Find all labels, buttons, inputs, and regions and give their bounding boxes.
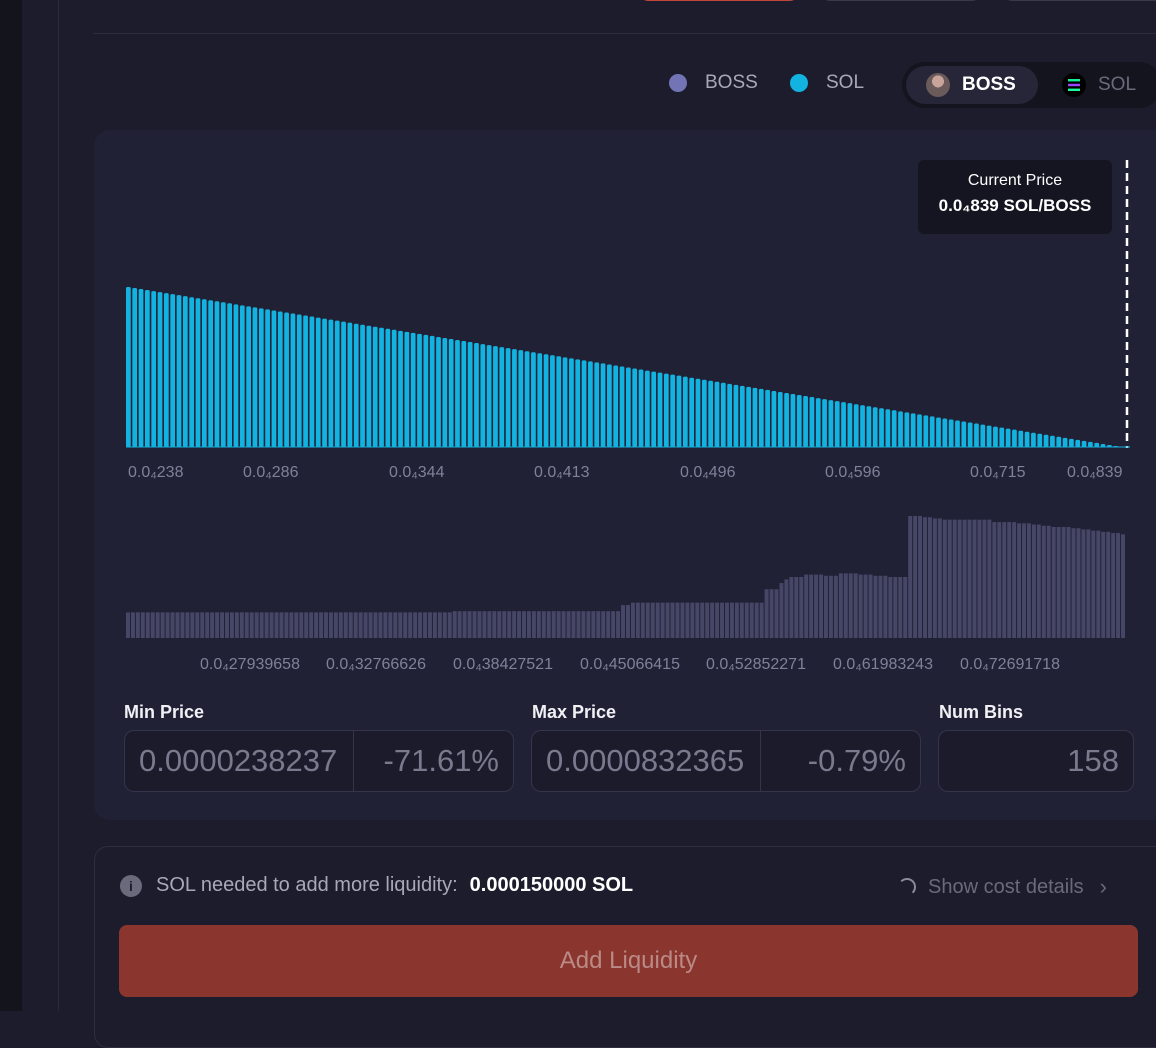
current-price-label: Current Price [967,172,1063,189]
price-tick-label: 0.0₄344 [389,464,445,481]
price-tick-label: 0.0₄286 [243,464,299,481]
show-cost-details-label: Show cost details [928,875,1084,898]
top-button-group [640,0,1156,1]
sol-legend-dot [790,74,808,92]
current-price-value: 0.0₄839 SOL/BOSS [938,196,1092,215]
solana-icon [1062,73,1086,97]
toggle-sol[interactable]: SOL [1060,66,1136,104]
price-tick-label: 0.0₄596 [825,464,881,481]
section-divider [93,33,1156,34]
toggle-sol-label: SOL [1098,74,1137,95]
legend-boss-label: BOSS [705,72,758,93]
min-price-label: Min Price [124,702,205,722]
chart-panel [94,130,1156,820]
bin-tick-label: 0.0₄72691718 [960,656,1060,673]
top-button-2[interactable] [822,0,980,1]
chevron-right-icon: › [1099,874,1107,899]
boss-legend-dot [669,74,687,92]
price-tick-label: 0.0₄839 [1067,464,1123,481]
legend-boss: BOSS [669,72,758,94]
num-bins-label: Num Bins [939,702,1024,722]
add-liquidity-button[interactable]: Add Liquidity [119,925,1138,997]
bin-tick-label: 0.0₄38427521 [453,656,553,673]
left-rail-border [58,0,59,1011]
bin-tick-label: 0.0₄61983243 [833,656,933,673]
top-button-3[interactable] [1004,0,1156,1]
show-cost-details-link[interactable]: Show cost details › [898,874,1107,900]
price-tick-label: 0.0₄496 [680,464,736,481]
bin-tick-label: 0.0₄52852271 [706,656,806,673]
bin-tick-label: 0.0₄45066415 [580,656,680,673]
min-price-field[interactable]: 0.0000238237 -71.61% [124,730,514,792]
price-tick-label: 0.0₄715 [970,464,1026,481]
bin-tick-label: 0.0₄32766626 [326,656,426,673]
max-price-field[interactable]: 0.0000832365 -0.79% [531,730,921,792]
boss-avatar-icon [926,73,950,97]
left-rail [0,0,22,1011]
max-price-label: Max Price [532,702,617,722]
min-price-percent: -71.61% [383,743,499,778]
num-bins-input[interactable]: 158 [1067,743,1119,778]
info-row: i SOL needed to add more liquidity: 0.00… [120,874,633,897]
price-tick-label: 0.0₄238 [128,464,184,481]
token-toggle: BOSS SOL [902,62,1156,108]
min-price-input[interactable]: 0.0000238237 [139,743,338,778]
loading-spinner-icon [898,878,916,896]
legend-sol: SOL [790,72,864,94]
toggle-boss[interactable]: BOSS [906,66,1038,104]
current-price-tooltip: Current Price 0.0₄839 SOL/BOSS [918,160,1112,234]
bin-tick-label: 0.0₄27939658 [200,656,300,673]
sol-needed-amount: 0.000150000 SOL [469,874,634,896]
info-icon: i [120,874,142,897]
toggle-boss-label: BOSS [962,74,1016,95]
max-price-percent: -0.79% [807,743,906,778]
price-tick-label: 0.0₄413 [534,464,590,481]
max-price-input[interactable]: 0.0000832365 [546,743,745,778]
legend-sol-label: SOL [826,72,865,93]
top-button-1[interactable] [640,0,798,1]
sol-needed-text: SOL needed to add more liquidity: [156,874,458,896]
num-bins-field[interactable]: 158 [938,730,1134,792]
